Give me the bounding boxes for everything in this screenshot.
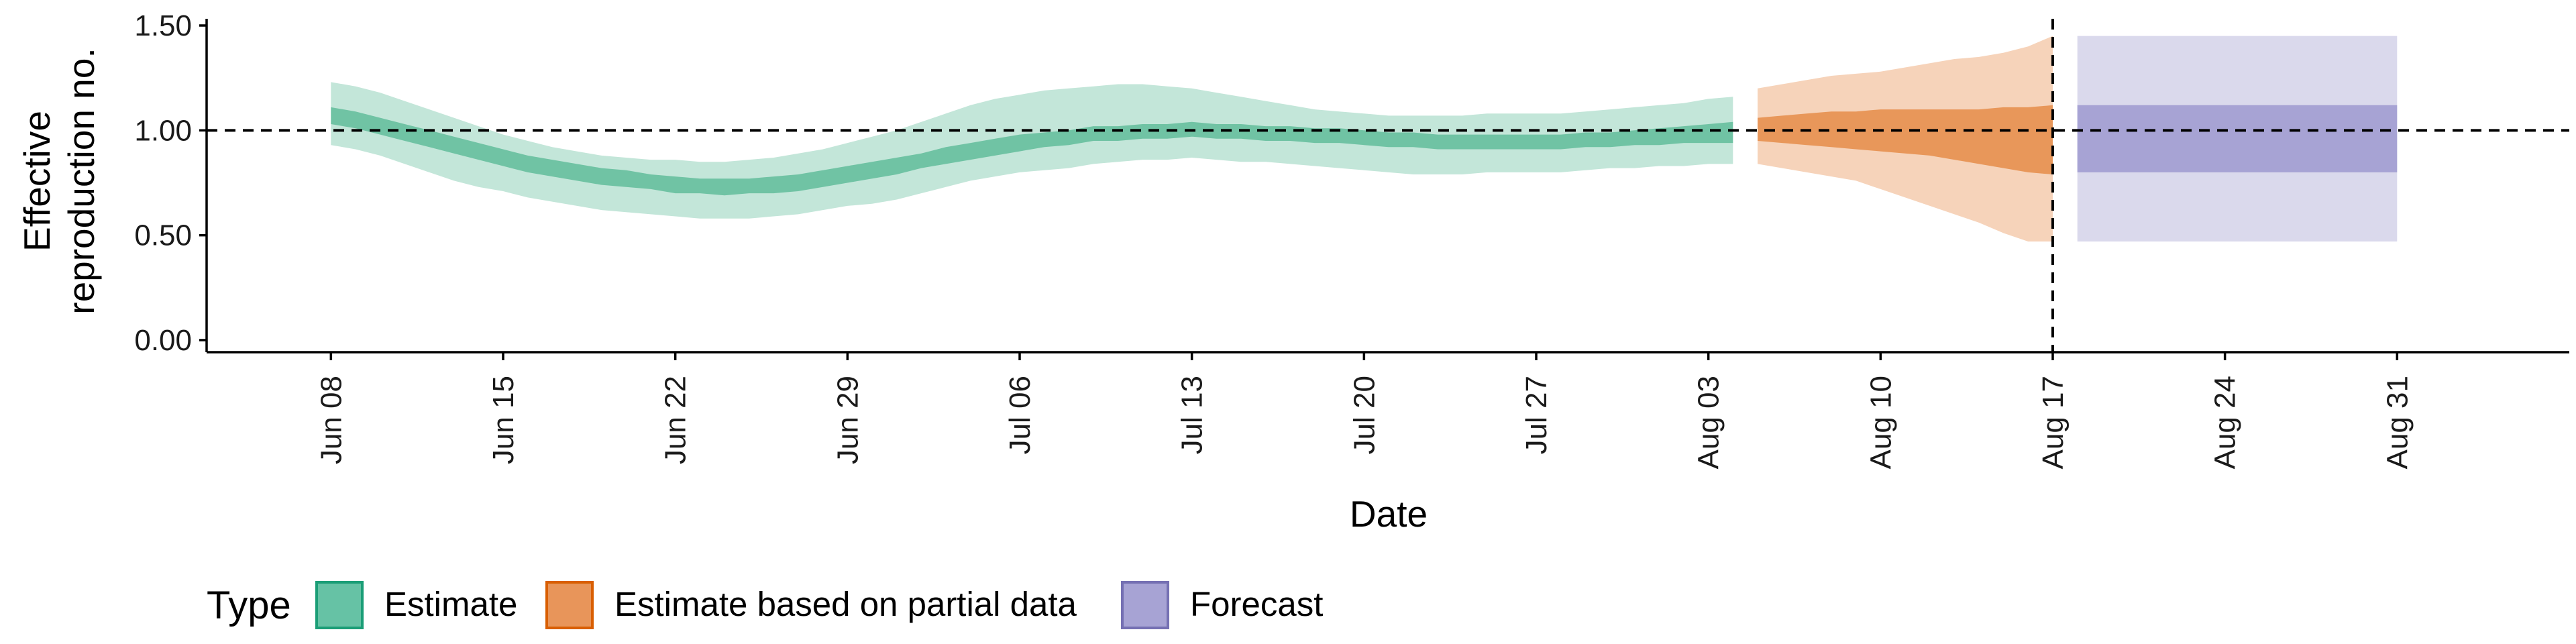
legend-key-estimate-based-on-partial-data	[545, 581, 594, 629]
x-tick-label: Aug 10	[1864, 376, 1897, 469]
x-tick-label: Jun 15	[487, 376, 520, 464]
x-tick-label: Aug 03	[1693, 376, 1725, 469]
legend-label-estimate-based-on-partial-data: Estimate based on partial data	[614, 585, 1077, 623]
x-tick-label: Jun 08	[315, 376, 347, 464]
legend-key-estimate	[315, 581, 364, 629]
band-50-estimate-based-on-partial-data	[1758, 105, 2053, 174]
legend-key-forecast	[1121, 581, 1169, 629]
x-axis-title: Date	[1350, 493, 1428, 535]
legend-title: Type	[207, 584, 291, 627]
band-90-estimate	[331, 82, 1733, 219]
y-tick-label: 0.00	[134, 324, 192, 357]
x-tick-label: Jul 27	[1520, 376, 1553, 454]
x-tick-label: Aug 31	[2381, 376, 2414, 469]
x-tick-label: Aug 24	[2209, 376, 2242, 469]
y-tick-label: 0.50	[134, 219, 192, 252]
x-tick-label: Jun 29	[831, 376, 864, 464]
y-tick-label: 1.50	[134, 9, 192, 42]
band-50-forecast	[2077, 105, 2398, 172]
axis-labels: 0.00 0.50 1.00 1.50 Jun 08 Jun 15 Jun 22 Jun 29…	[16, 9, 2414, 535]
x-tick-label: Jul 13	[1176, 376, 1209, 454]
ribbon-layer	[331, 36, 2398, 241]
legend-label-forecast: Forecast	[1190, 585, 1323, 623]
y-tick-label: 1.00	[134, 114, 192, 147]
x-tick-label: Jul 06	[1004, 376, 1036, 454]
y-axis-title: Effectivereproduction no.	[16, 48, 102, 315]
reference-lines	[207, 19, 2569, 352]
legend: Type Estimate Estimate based on partial da…	[207, 581, 1323, 629]
x-tick-label: Jul 20	[1348, 376, 1381, 454]
x-tick-label: Aug 17	[2037, 376, 2070, 469]
axes	[199, 19, 2569, 360]
legend-label-estimate: Estimate	[384, 585, 517, 623]
x-tick-label: Jun 22	[659, 376, 692, 464]
